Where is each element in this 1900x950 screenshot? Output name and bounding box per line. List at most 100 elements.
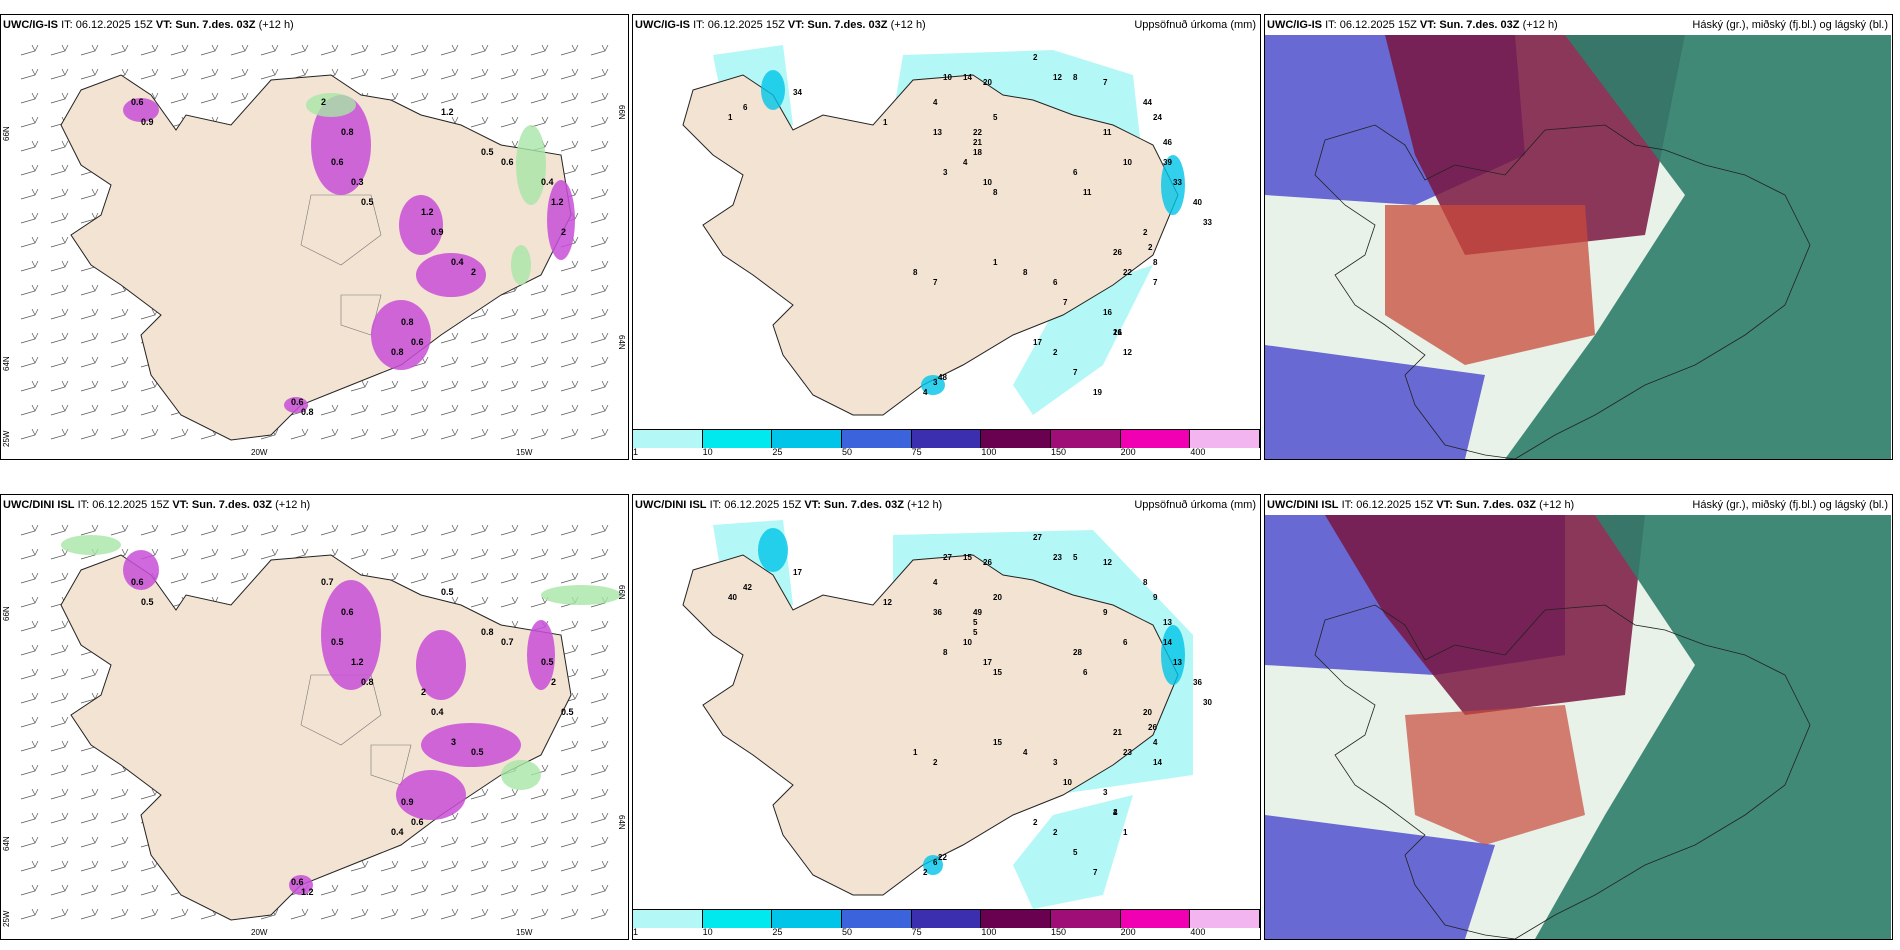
valid-time: VT: Sun. 7.des. 03Z xyxy=(787,19,888,31)
wind-barb xyxy=(20,428,39,440)
wind-barb xyxy=(470,68,489,80)
legend-tick: 25 xyxy=(772,447,783,457)
wind-barb xyxy=(560,284,579,296)
value-label: 1.2 xyxy=(551,197,564,207)
wind-barb xyxy=(560,308,579,320)
wind-barb xyxy=(410,524,429,536)
wind-barb xyxy=(590,380,609,392)
value-label: 13 xyxy=(1173,658,1182,667)
wind-barb xyxy=(20,884,39,896)
wind-barb xyxy=(590,260,609,272)
legend-swatch xyxy=(633,430,703,448)
wind-barb xyxy=(110,524,129,536)
value-label: 2 xyxy=(1148,243,1153,252)
wind-barb xyxy=(20,92,39,104)
legend-tick: 400 xyxy=(1190,447,1206,457)
wind-barb xyxy=(80,332,99,344)
wind-barb xyxy=(380,908,399,920)
legend-swatch xyxy=(633,910,703,928)
value-label: 5 xyxy=(1073,553,1078,562)
wind-barb xyxy=(20,716,39,728)
wind-barb xyxy=(530,380,549,392)
lon-label-15: 15W xyxy=(516,928,533,937)
wind-barb xyxy=(590,668,609,680)
wind-barb xyxy=(530,836,549,848)
wind-barb xyxy=(230,68,249,80)
value-label: 21 xyxy=(1113,728,1122,737)
value-label: 10 xyxy=(1123,158,1132,167)
wind-barb xyxy=(410,380,429,392)
precip-title: Uppsöfnuð úrkoma (mm) xyxy=(1134,499,1256,511)
wind-barb xyxy=(530,884,549,896)
wind-barb xyxy=(590,764,609,776)
wind-barb xyxy=(560,908,579,920)
wind-barb xyxy=(380,548,399,560)
wind-barb xyxy=(530,44,549,56)
iceland-land xyxy=(682,74,1179,416)
wind-barb xyxy=(200,548,219,560)
wind-barb xyxy=(50,668,69,680)
wind-panel-bottom: UWC/DINI ISL IT: 06.12.2025 15Z VT: Sun.… xyxy=(0,494,629,940)
wind-barb xyxy=(590,860,609,872)
lon-label-25: 25W xyxy=(2,910,11,927)
wind-barb xyxy=(50,812,69,824)
wind-barb xyxy=(380,380,399,392)
wind-barb xyxy=(590,692,609,704)
legend-tick: 400 xyxy=(1190,927,1206,937)
value-label: 8 xyxy=(1023,268,1028,277)
wind-barb xyxy=(20,596,39,608)
wind-barb xyxy=(560,260,579,272)
value-label: 16 xyxy=(1103,308,1112,317)
value-label: 2 xyxy=(471,267,476,277)
legend-swatch xyxy=(1051,430,1121,448)
wind-barb xyxy=(110,356,129,368)
wind-barb xyxy=(80,764,99,776)
wind-barb xyxy=(350,860,369,872)
wind-barb xyxy=(260,68,279,80)
valid-time: VT: Sun. 7.des. 03Z xyxy=(804,499,904,511)
wind-barb xyxy=(410,908,429,920)
value-label: 2 xyxy=(923,868,928,877)
value-label: 40 xyxy=(728,593,737,602)
wind-barb xyxy=(560,548,579,560)
precip-pink xyxy=(123,550,555,895)
legend-tick: 75 xyxy=(911,927,922,937)
value-label: 8 xyxy=(1143,578,1148,587)
value-label: 2 xyxy=(1113,808,1118,817)
wind-barb xyxy=(560,764,579,776)
value-label: 0.4 xyxy=(391,827,404,837)
wind-barb xyxy=(380,884,399,896)
wind-barb xyxy=(50,164,69,176)
legend-bar xyxy=(633,909,1260,928)
value-label: 0.5 xyxy=(561,707,574,717)
wind-barb xyxy=(50,188,69,200)
wind-barb xyxy=(470,356,489,368)
cloud-mid xyxy=(1325,515,1645,715)
wind-barb xyxy=(20,692,39,704)
wind-barb xyxy=(200,44,219,56)
value-label: 3 xyxy=(1053,758,1058,767)
wind-barb xyxy=(350,548,369,560)
wind-barb xyxy=(350,380,369,392)
wind-barb xyxy=(20,140,39,152)
value-label: 26 xyxy=(983,558,992,567)
wind-barb xyxy=(470,380,489,392)
wind-barb xyxy=(20,668,39,680)
wind-barb xyxy=(20,236,39,248)
lon-label-25: 25W xyxy=(2,430,11,447)
wind-barb xyxy=(290,524,309,536)
value-label: 7 xyxy=(1153,278,1158,287)
wind-barb xyxy=(440,884,459,896)
wind-barb xyxy=(560,836,579,848)
wind-barb xyxy=(440,524,459,536)
model-label: UWC/DINI ISL xyxy=(1267,499,1339,511)
value-label: 26 xyxy=(1148,723,1157,732)
wind-barb xyxy=(80,44,99,56)
wind-barb xyxy=(590,428,609,440)
precip-pink xyxy=(123,95,575,413)
wind-barb xyxy=(560,740,579,752)
wind-barb xyxy=(380,68,399,80)
value-label: 40 xyxy=(1193,198,1202,207)
wind-barb xyxy=(590,284,609,296)
